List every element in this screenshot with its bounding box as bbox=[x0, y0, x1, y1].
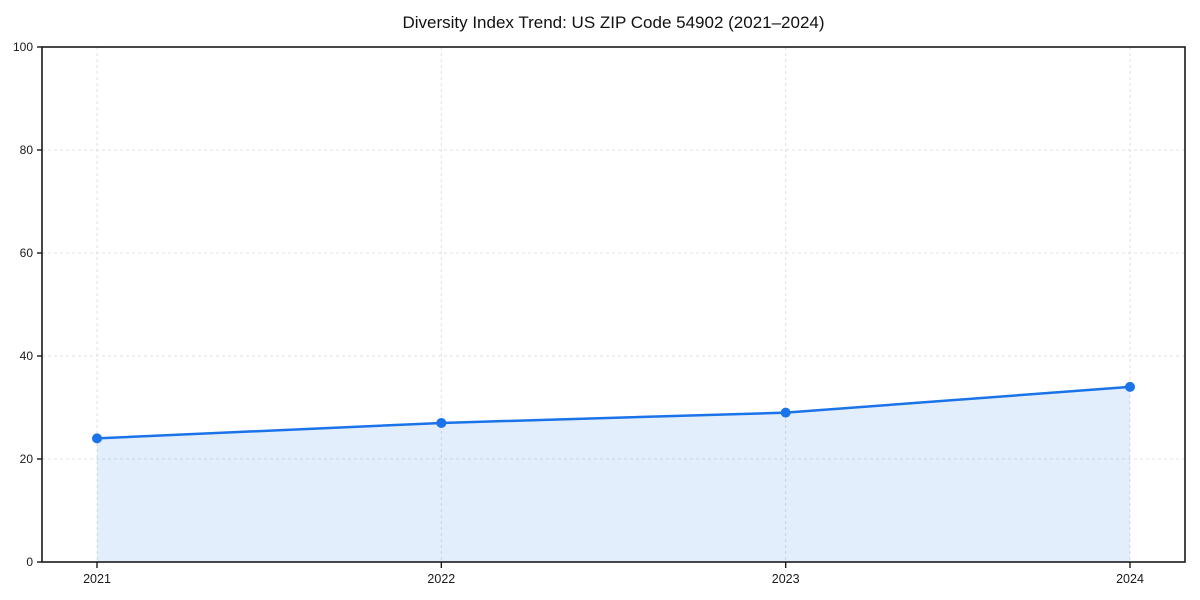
x-tick-label: 2023 bbox=[772, 572, 800, 586]
y-tick-label: 100 bbox=[13, 40, 33, 54]
area-fill bbox=[97, 386, 1130, 562]
y-tick-label: 60 bbox=[20, 246, 34, 260]
y-tick-label: 0 bbox=[26, 555, 33, 569]
x-tick-label: 2022 bbox=[427, 572, 455, 586]
data-point bbox=[1125, 381, 1135, 392]
trend-line bbox=[95, 385, 1132, 440]
plot-border bbox=[41, 46, 1186, 563]
chart-title: Diversity Index Trend: US ZIP Code 54902… bbox=[402, 13, 825, 32]
x-tick-label: 2021 bbox=[83, 572, 111, 586]
x-tick-label: 2024 bbox=[1116, 572, 1144, 586]
data-point bbox=[92, 433, 102, 444]
data-point bbox=[780, 407, 791, 418]
y-tick-label: 80 bbox=[20, 143, 34, 157]
y-tick-label: 40 bbox=[20, 349, 34, 363]
y-tick-label: 20 bbox=[20, 452, 34, 466]
data-point bbox=[436, 417, 447, 428]
